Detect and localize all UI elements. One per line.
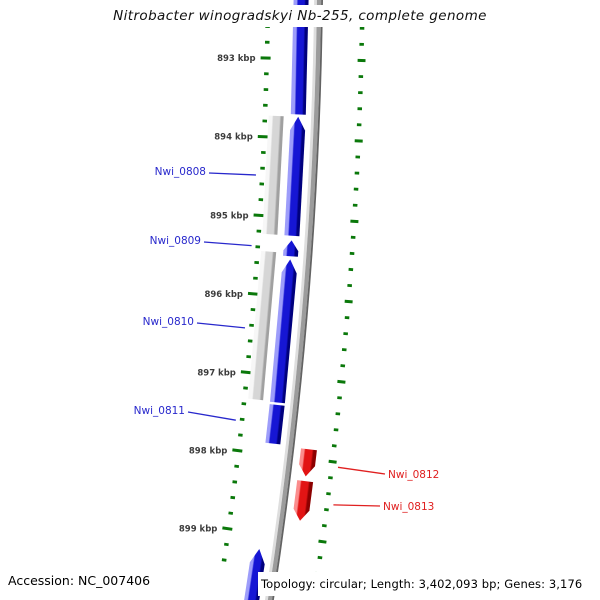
backbone-shadow [271,0,323,600]
ruler-major-tick-left [222,526,233,531]
ruler-tick-label: 897 kbp [197,368,236,378]
ruler-minor-tick-left [224,542,229,547]
gene-label-nwi_0812[interactable]: Nwi_0812 [388,469,439,481]
status-accession: Accession: NC_007406 [2,570,157,591]
ruler-minor-tick-left [232,480,238,484]
gene-arrow[interactable] [290,0,309,115]
ruler-minor-tick-right [328,476,333,480]
ruler-major-tick-right [337,379,346,384]
ruler-minor-tick-left [243,386,248,390]
gene-label-nwi_0808[interactable]: Nwi_0808 [155,166,206,178]
page-title: Nitrobacter winogradskyi Nb-255, complet… [104,5,496,27]
gene-arrow-nwi_0808[interactable] [284,116,306,237]
gene-arrow-nwi_0813[interactable] [293,480,314,521]
feature-ring-segment [248,251,277,401]
gene-label-line [337,466,386,475]
gene-label-line [333,504,381,507]
feature-ring-segment [262,115,284,235]
gene-arrow-nwi_0811[interactable] [265,404,285,445]
ruler-minor-tick-left [238,433,243,437]
ruler-minor-tick-right [324,508,329,512]
ruler-major-tick-left [253,213,264,218]
ruler-minor-tick-left [221,558,227,562]
gene-arrow-nwi_0810[interactable] [270,259,297,404]
gene-label-nwi_0809[interactable]: Nwi_0809 [150,235,201,247]
gene-label-nwi_0813[interactable]: Nwi_0813 [383,501,434,513]
ruler-minor-tick-right [340,364,346,368]
ruler-minor-tick-left [234,464,240,468]
gene-label-line [208,172,257,176]
ruler-tick-label: 895 kbp [210,211,249,221]
gene-label-nwi_0810[interactable]: Nwi_0810 [143,316,194,328]
gene-arrow-nwi_0812[interactable] [299,448,317,477]
ruler-tick-label: 894 kbp [214,133,253,143]
ruler-minor-tick-right [326,492,331,496]
ruler-minor-tick-right [331,444,337,448]
gene-arrow-nwi_0809[interactable] [283,240,299,257]
ruler-major-tick-right [350,219,359,224]
backbone [267,0,322,600]
ruler-minor-tick-left [228,511,234,515]
status-summary: Topology: circular; Length: 3,402,093 bp… [258,572,600,596]
backbone-highlight [264,0,317,600]
ruler-major-tick-left [232,448,243,453]
ruler-minor-tick-left [239,417,245,421]
ruler-minor-tick-right [317,555,323,560]
gene-label-line [187,411,236,421]
ruler-major-tick-right [328,459,337,464]
ruler-tick-label: 899 kbp [179,525,218,535]
ruler-major-tick-right [344,299,353,304]
ruler-tick-label: 896 kbp [204,290,243,300]
gene-label-line [196,322,246,329]
ruler-tick-label: 893 kbp [217,54,256,64]
ruler-minor-tick-right [321,524,327,528]
ruler-major-tick-left [247,291,259,296]
ruler-minor-tick-left [241,402,247,406]
ruler-minor-tick-left [230,495,236,500]
gene-label-line [203,241,252,247]
ruler-major-tick-left [240,370,251,375]
ruler-tick-label: 898 kbp [189,447,228,457]
gene-label-nwi_0811[interactable]: Nwi_0811 [134,405,185,417]
ruler-major-tick-right [318,539,327,544]
